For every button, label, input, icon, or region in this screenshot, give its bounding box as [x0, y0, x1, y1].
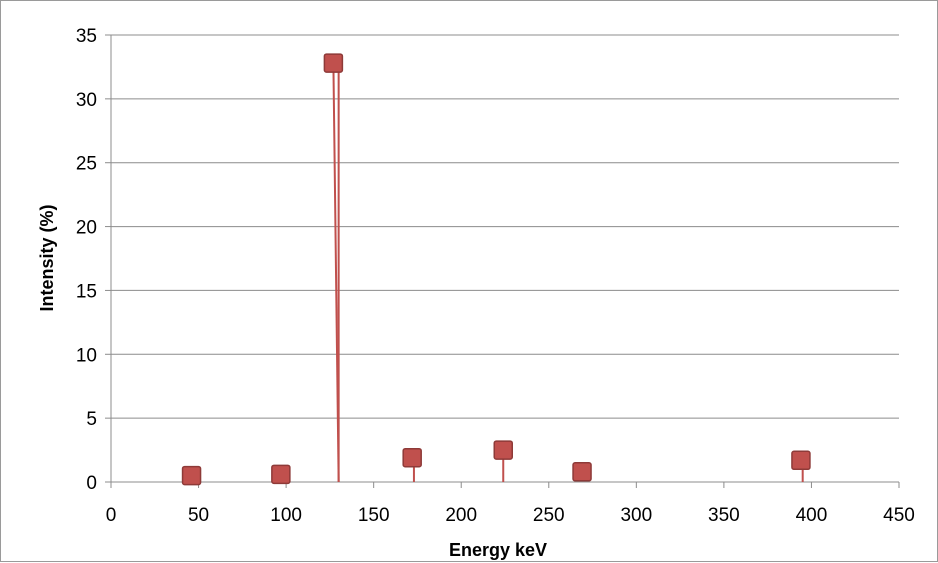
- y-tick-label: 20: [76, 218, 97, 239]
- x-axis-label: Energy keV: [449, 540, 547, 560]
- data-point: [181, 465, 202, 486]
- x-tick-label: 100: [270, 505, 302, 526]
- x-tick-label: 200: [445, 505, 477, 526]
- x-tick-label: 0: [106, 505, 117, 526]
- x-tick-label: 450: [883, 505, 915, 526]
- data-point: [323, 53, 344, 73]
- data-point: [402, 447, 422, 468]
- y-tick-label: 30: [76, 90, 97, 111]
- gridlines: [111, 34, 899, 419]
- x-tick-labels: 0 50 100 150 200 250 300 350 400 450: [106, 505, 915, 526]
- x-tick-label: 350: [708, 505, 740, 526]
- y-tick-label: 0: [86, 473, 97, 494]
- peak-connector: [332, 63, 340, 483]
- x-tick-label: 300: [620, 505, 652, 526]
- y-tick-label: 35: [76, 26, 97, 47]
- data-point: [271, 464, 291, 485]
- y-axis-label: Intensity (%): [37, 204, 57, 311]
- x-tick-label: 400: [796, 505, 828, 526]
- axes: [105, 34, 900, 488]
- y-tick-label: 15: [76, 281, 97, 302]
- x-tick-label: 250: [533, 505, 565, 526]
- data-point: [493, 440, 513, 460]
- data-point: [791, 450, 811, 471]
- data-point: [572, 462, 592, 482]
- y-tick-label: 25: [76, 154, 97, 175]
- y-tick-label: 5: [86, 409, 97, 430]
- x-tick-label: 50: [188, 505, 209, 526]
- y-tick-label: 10: [76, 345, 97, 366]
- stems: [332, 63, 804, 483]
- x-tick-label: 150: [358, 505, 390, 526]
- y-tick-labels: 0 5 10 15 20 25 30 35: [76, 26, 97, 494]
- data-points: [181, 53, 811, 486]
